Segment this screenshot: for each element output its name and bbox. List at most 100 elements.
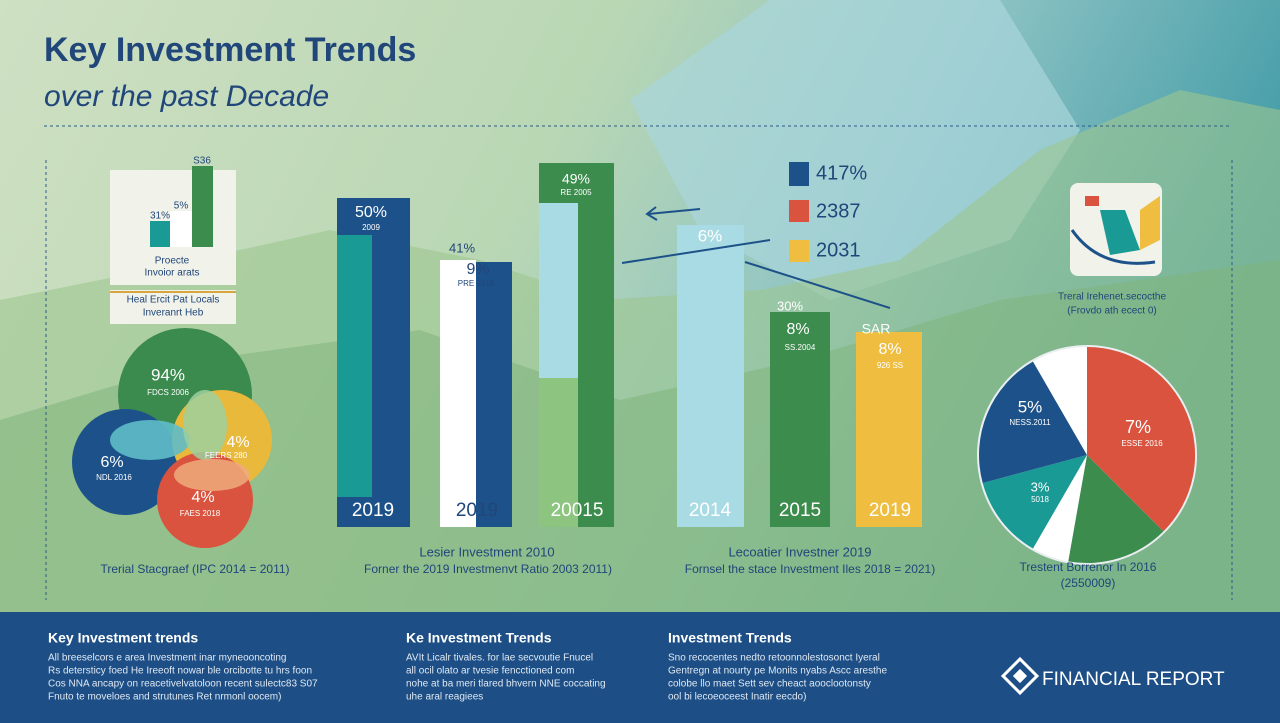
bar-year: 2019 <box>869 500 911 521</box>
legend-swatch <box>789 162 809 186</box>
caption: Fornsel the stace Investment Iles 2018 =… <box>685 562 935 576</box>
pie-sub: NESS.2011 <box>1009 418 1051 427</box>
caption: Proecte <box>155 256 190 267</box>
venn-petal <box>183 390 227 460</box>
footer-text: AVIt Licalr tivales. for lae secvoutie F… <box>406 653 593 664</box>
caption-title: Lecoatier Investner 2019 <box>728 544 871 559</box>
footer-heading: Investment Trends <box>668 630 792 646</box>
arrow <box>744 261 891 309</box>
bar-sub: SS.2004 <box>785 343 816 352</box>
footer-text: uhe aral reagiees <box>406 692 483 703</box>
pie-slice <box>1033 347 1087 455</box>
pie-slice <box>982 455 1087 549</box>
pie-label: 3% <box>1031 479 1050 494</box>
label: 5% <box>174 201 189 212</box>
bar <box>856 332 922 527</box>
note: Inveranrt Heb <box>143 308 204 319</box>
venn-sub: FEERS 280 <box>205 451 248 460</box>
pie-label: 7% <box>1125 417 1151 437</box>
brand: FINANCIAL REPORT <box>1042 669 1225 690</box>
venn-sub: FAES 2018 <box>180 509 221 518</box>
footer-heading: Key Investment trends <box>48 630 198 646</box>
pie-slice <box>1068 455 1164 564</box>
footer-heading: Ke Investment Trends <box>406 630 552 646</box>
caption: (2550009) <box>1061 576 1116 590</box>
venn-petal <box>174 459 250 491</box>
bg-mountain <box>0 260 1280 612</box>
bar <box>770 312 830 527</box>
footer-text: ool bi lecoeoceest Inatir eecdo) <box>668 692 806 703</box>
footer-text: nohe at ba meri tlared bhvern NNE coccat… <box>406 679 606 690</box>
legend-label: 2031 <box>816 239 861 261</box>
bar-label: 41% <box>449 240 475 255</box>
label: 31% <box>150 211 170 222</box>
pie-slice <box>1087 347 1196 532</box>
bar-label: 49% <box>562 171 590 187</box>
mini-card-note <box>110 290 236 324</box>
bar-year: 2015 <box>779 500 821 521</box>
bar-year: 20015 <box>551 500 604 521</box>
mini-bar <box>150 221 170 247</box>
caption: Trerial Stacgraef (IPC 2014 = 2011) <box>100 562 289 576</box>
bar-label: SAR <box>862 321 891 337</box>
bar-sub: PRE 2019 <box>458 279 495 288</box>
pie-sub: 5018 <box>1031 495 1049 504</box>
arrow <box>647 208 701 215</box>
mini-bar <box>192 166 213 247</box>
caption: Trestent Borrenor In 2016 <box>1020 560 1157 574</box>
subtitle: over the past Decade <box>44 80 329 113</box>
caption: Forner the 2019 Investmenvt Ratio 2003 2… <box>364 562 612 576</box>
icon-curve <box>1070 229 1156 265</box>
footer <box>0 612 1280 723</box>
bar-label: 8% <box>786 321 809 338</box>
bar-sub: 926 SS <box>877 361 903 370</box>
venn-petal <box>110 420 190 460</box>
footer-text: Rs detersticy foed He Ireeoft nowar ble … <box>48 666 312 677</box>
icon-shape <box>1140 196 1160 250</box>
footer-text: All breeselcors e area Investment inar m… <box>48 653 286 664</box>
title: Key Investment Trends <box>44 31 416 69</box>
bar-inner <box>539 203 578 378</box>
venn-value: 4% <box>191 489 214 506</box>
caption: Invoior arats <box>144 268 199 279</box>
venn-sub: FDCS 2006 <box>147 388 189 397</box>
footer-text: Gentregn at nourty pe Monits nyabs Ascc … <box>668 666 887 677</box>
footer-text: colobe llo maet Sett sev cheact aoocloot… <box>668 679 871 690</box>
venn-value: 6% <box>100 454 123 471</box>
mini-bar <box>170 211 192 247</box>
bar <box>440 260 476 527</box>
legend-label: 417% <box>816 162 867 184</box>
legend-swatch <box>789 240 809 262</box>
pie-slice <box>979 361 1087 483</box>
bar <box>677 225 744 527</box>
bar-inner <box>337 235 372 497</box>
legend-label: 2387 <box>816 200 861 222</box>
bar-sub: RE 2005 <box>560 188 592 197</box>
footer-text: all ocil olato ar tvesie fencctioned com <box>406 666 574 677</box>
pie-sub: ESSE 2016 <box>1121 439 1163 448</box>
footer-text: Sno recocentes nedto retoonnolestosonct … <box>668 653 880 664</box>
arrow-head <box>645 206 658 221</box>
logo-icon <box>1000 656 1040 696</box>
caption-title: Lesier Investment 2010 <box>419 544 554 559</box>
bar-label: 8% <box>878 341 901 358</box>
bar-year: 2019 <box>456 500 498 521</box>
bar-year: 2019 <box>352 500 394 521</box>
footer-text: Fnuto te moveloes and strutunes Ret nrmo… <box>48 692 281 703</box>
venn-value: 94% <box>151 365 185 384</box>
bar-year: 2014 <box>689 500 732 521</box>
bar-label: 6% <box>698 226 723 245</box>
pie-slice <box>1033 455 1087 562</box>
arrow <box>621 239 771 264</box>
footer-text: Cos NNA ancapy on reacetivelvatoloon rec… <box>48 679 318 690</box>
pie-label: 5% <box>1018 397 1043 416</box>
bar-label: 30% <box>777 298 803 313</box>
note: Heal Ercit Pat Locals <box>127 295 220 306</box>
bar-inner <box>539 378 578 527</box>
venn-sub: NDL 2016 <box>96 473 132 482</box>
label: S36 <box>193 156 211 167</box>
venn-value: 4% <box>226 434 249 451</box>
bar-label: 9% <box>466 261 489 278</box>
